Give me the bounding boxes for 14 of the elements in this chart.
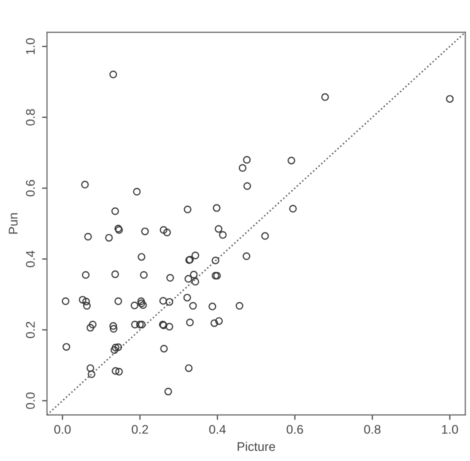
y-axis-title: Pun bbox=[8, 213, 18, 234]
y-tick-label: 0.4 bbox=[26, 250, 35, 268]
y-tick-label: 0.6 bbox=[26, 180, 35, 196]
x-tick-label: 0.4 bbox=[209, 424, 226, 434]
x-axis-title: Picture bbox=[238, 442, 276, 452]
y-tick-label: 0.8 bbox=[26, 109, 35, 126]
y-tick-label: 0.0 bbox=[26, 392, 35, 409]
x-tick-label: 1.0 bbox=[442, 424, 458, 434]
x-tick-label: 0.8 bbox=[364, 424, 380, 434]
y-tick-label: 1.0 bbox=[26, 38, 35, 54]
y-tick-label: 0.2 bbox=[26, 322, 35, 338]
x-tick-label: 0.6 bbox=[286, 424, 304, 434]
x-tick-label: 0.0 bbox=[54, 424, 71, 434]
x-tick-label: 0.2 bbox=[132, 424, 148, 434]
